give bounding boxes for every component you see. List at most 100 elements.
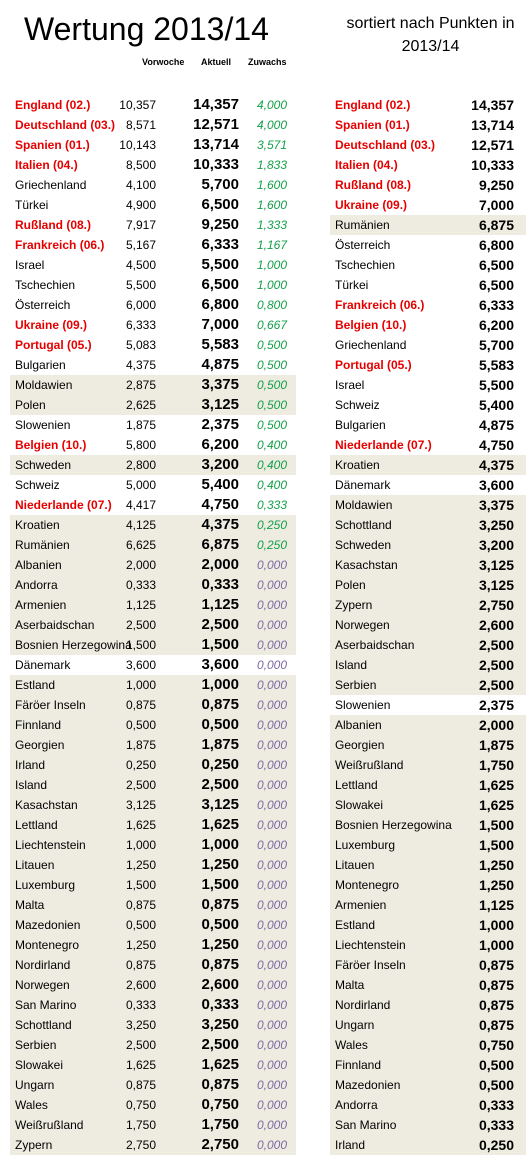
previous-week-points: 5,800: [125, 438, 156, 452]
country-name: Slowenien: [335, 698, 391, 712]
country-name: Rußland (08.): [15, 218, 92, 232]
previous-week-points: 4,125: [125, 518, 156, 532]
country-name: Malta: [335, 978, 365, 992]
table-row: Mazedonien 0,500 0,500 0,000: [10, 915, 296, 935]
current-points: 0,875: [201, 696, 239, 713]
growth-points: 3,571: [256, 138, 287, 152]
table-row: Georgien 1,875 1,875 0,000: [10, 735, 296, 755]
current-points: 1,125: [478, 897, 514, 913]
current-points: 1,250: [201, 856, 239, 873]
growth-points: 0,000: [256, 1058, 287, 1072]
country-name: Montenegro: [15, 938, 80, 952]
previous-week-points: 2,000: [125, 558, 156, 572]
growth-points: 4,000: [256, 118, 287, 132]
table-row: Frankreich (06.) 5,167 6,333 1,167: [10, 235, 296, 255]
table-row: Israel 5,500: [330, 375, 526, 395]
country-name: Rumänien: [335, 218, 390, 232]
previous-week-points: 0,750: [125, 1098, 156, 1112]
table-row: Portugal (05.) 5,583: [330, 355, 526, 375]
table-row: Spanien (01.) 10,143 13,714 3,571: [10, 135, 296, 155]
country-name: Ungarn: [335, 1018, 375, 1032]
growth-points: 0,250: [256, 538, 287, 552]
country-name: Färöer Inseln: [335, 958, 406, 972]
country-name: Wales: [15, 1098, 48, 1112]
previous-week-points: 2,600: [125, 978, 156, 992]
current-points: 2,600: [201, 976, 239, 993]
previous-week-points: 4,900: [125, 198, 156, 212]
current-points: 0,875: [478, 977, 514, 993]
previous-week-points: 0,333: [125, 578, 156, 592]
current-points: 2,750: [201, 1136, 239, 1153]
table-row: Rußland (08.) 7,917 9,250 1,333: [10, 215, 296, 235]
country-name: Litauen: [15, 858, 55, 872]
country-name: Polen: [335, 578, 366, 592]
country-name: Nordirland: [15, 958, 71, 972]
table-row: Israel 4,500 5,500 1,000: [10, 255, 296, 275]
current-points: 1,000: [478, 937, 514, 953]
current-points: 14,357: [193, 96, 239, 113]
country-name: Litauen: [335, 858, 375, 872]
growth-points: 0,000: [256, 738, 287, 752]
current-points: 0,500: [201, 716, 239, 733]
country-name: Schweiz: [335, 398, 380, 412]
previous-week-points: 2,500: [125, 778, 156, 792]
current-points: 2,375: [478, 697, 514, 713]
current-points: 6,200: [478, 317, 514, 333]
country-name: Moldawien: [15, 378, 73, 392]
country-name: Georgien: [15, 738, 65, 752]
country-name: Liechtenstein: [335, 938, 406, 952]
current-points: 6,200: [201, 436, 239, 453]
current-points: 5,700: [478, 337, 514, 353]
previous-week-points: 0,875: [125, 698, 156, 712]
table-row: San Marino 0,333: [330, 1115, 526, 1135]
country-name: Israel: [335, 378, 365, 392]
table-row: Andorra 0,333: [330, 1095, 526, 1115]
growth-points: 1,000: [256, 278, 287, 292]
table-row: Kasachstan 3,125 3,125 0,000: [10, 795, 296, 815]
country-name: Armenien: [15, 598, 67, 612]
previous-week-points: 4,500: [125, 258, 156, 272]
page-title: Wertung 2013/14: [24, 11, 269, 47]
country-name: Dänemark: [15, 658, 71, 672]
country-name: San Marino: [335, 1118, 397, 1132]
country-name: Tschechien: [335, 258, 396, 272]
table-row: Liechtenstein 1,000 1,000 0,000: [10, 835, 296, 855]
previous-week-points: 0,875: [125, 898, 156, 912]
country-name: Türkei: [335, 278, 369, 292]
previous-week-points: 2,800: [125, 458, 156, 472]
current-points: 1,250: [478, 857, 514, 873]
current-points: 0,250: [201, 756, 239, 773]
ranking-table-weekly: England (02.) 10,357 14,357 4,000 Deutschlan…: [10, 95, 296, 1155]
growth-points: 0,333: [256, 498, 287, 512]
table-row: Türkei 6,500: [330, 275, 526, 295]
table-row: Schweiz 5,000 5,400 0,400: [10, 475, 296, 495]
table-row: Norwegen 2,600: [330, 615, 526, 635]
country-name: Griechenland: [335, 338, 407, 352]
previous-week-points: 1,500: [125, 638, 156, 652]
table-row: Rumänien 6,625 6,875 0,250: [10, 535, 296, 555]
table-row: Irland 0,250 0,250 0,000: [10, 755, 296, 775]
table-row: Serbien 2,500: [330, 675, 526, 695]
table-row: Ukraine (09.) 6,333 7,000 0,667: [10, 315, 296, 335]
country-name: Griechenland: [15, 178, 87, 192]
current-points: 1,000: [201, 676, 239, 693]
table-row: Rußland (08.) 9,250: [330, 175, 526, 195]
current-points: 0,500: [201, 916, 239, 933]
table-row: Andorra 0,333 0,333 0,000: [10, 575, 296, 595]
table-row: Lettland 1,625: [330, 775, 526, 795]
previous-week-points: 5,167: [125, 238, 156, 252]
table-row: England (02.) 14,357: [330, 95, 526, 115]
country-name: Luxemburg: [335, 838, 396, 852]
growth-points: 0,000: [256, 558, 287, 572]
current-points: 4,750: [201, 496, 239, 513]
table-row: Liechtenstein 1,000: [330, 935, 526, 955]
country-name: Deutschland (03.): [335, 138, 436, 152]
current-points: 0,875: [201, 956, 239, 973]
current-points: 3,250: [478, 517, 514, 533]
country-name: Andorra: [335, 1098, 378, 1112]
current-points: 0,250: [478, 1137, 514, 1153]
table-row: Schweiz 5,400: [330, 395, 526, 415]
current-points: 12,571: [471, 137, 514, 153]
country-name: Rußland (08.): [335, 178, 412, 192]
current-points: 2,500: [478, 657, 514, 673]
